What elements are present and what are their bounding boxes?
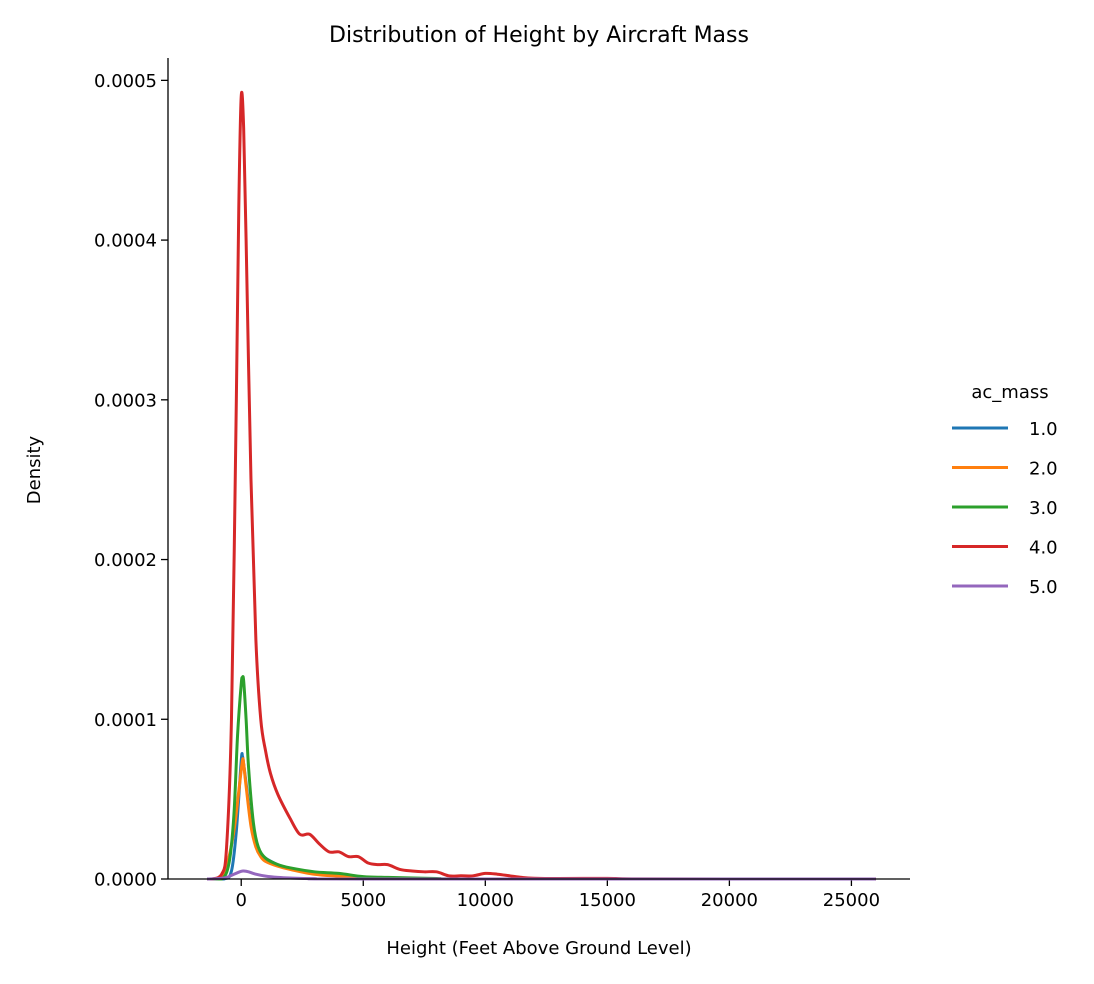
y-tick-label: 0.0005: [94, 71, 157, 92]
density-lines: [207, 90, 876, 881]
x-tick-label: 10000: [457, 890, 514, 911]
legend-label: 5.0: [1029, 577, 1058, 598]
x-axis-label: Height (Feet Above Ground Level): [386, 938, 691, 959]
series-line-4-0: [207, 90, 876, 881]
y-tick-label: 0.0001: [94, 710, 157, 731]
legend-title: ac_mass: [971, 382, 1048, 403]
x-tick-label: 5000: [340, 890, 386, 911]
x-tick-label: 20000: [701, 890, 758, 911]
legend-label: 3.0: [1029, 498, 1058, 519]
y-tick-label: 0.0000: [94, 870, 157, 891]
y-tick-label: 0.0002: [94, 550, 157, 571]
y-tick-label: 0.0003: [94, 390, 157, 411]
x-axis-ticks: 0 5000 10000 15000 20000 25000: [235, 879, 880, 911]
legend: ac_mass 1.0 2.0 3.0 4.0 5.0: [952, 382, 1058, 598]
chart-title: Distribution of Height by Aircraft Mass: [329, 23, 749, 48]
legend-label: 2.0: [1029, 459, 1058, 480]
series-line-2-0: [207, 757, 876, 881]
x-tick-label: 15000: [579, 890, 636, 911]
y-axis-ticks: 0.0000 0.0001 0.0002 0.0003 0.0004 0.0005: [94, 71, 168, 891]
y-axis-label: Density: [24, 435, 45, 504]
x-tick-label: 0: [235, 890, 246, 911]
series-line-3-0: [207, 675, 876, 881]
series-line-1-0: [207, 752, 876, 881]
x-tick-label: 25000: [823, 890, 880, 911]
y-tick-label: 0.0004: [94, 231, 157, 252]
legend-label: 1.0: [1029, 419, 1058, 440]
legend-label: 4.0: [1029, 538, 1058, 559]
